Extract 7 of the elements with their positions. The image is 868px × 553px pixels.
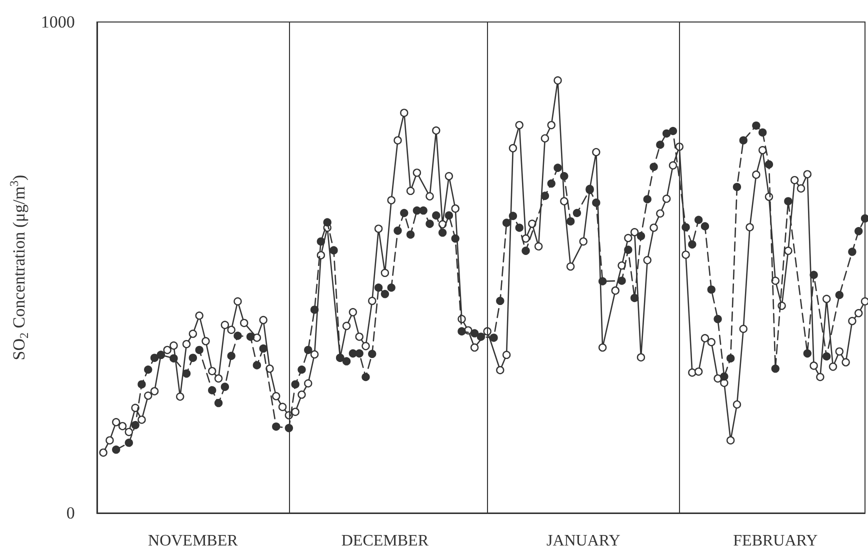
x-tick-label: FEBRUARY (733, 532, 818, 550)
y-tick-label: 1000 (40, 12, 75, 32)
x-tick-label: NOVEMBER (148, 532, 238, 550)
y-axis-title: SO2 Concentration (μg/m3) (7, 174, 31, 360)
x-tick-label: JANUARY (546, 532, 621, 550)
x-tick-label: DECEMBER (341, 532, 429, 550)
y-tick-label: 0 (66, 504, 75, 522)
